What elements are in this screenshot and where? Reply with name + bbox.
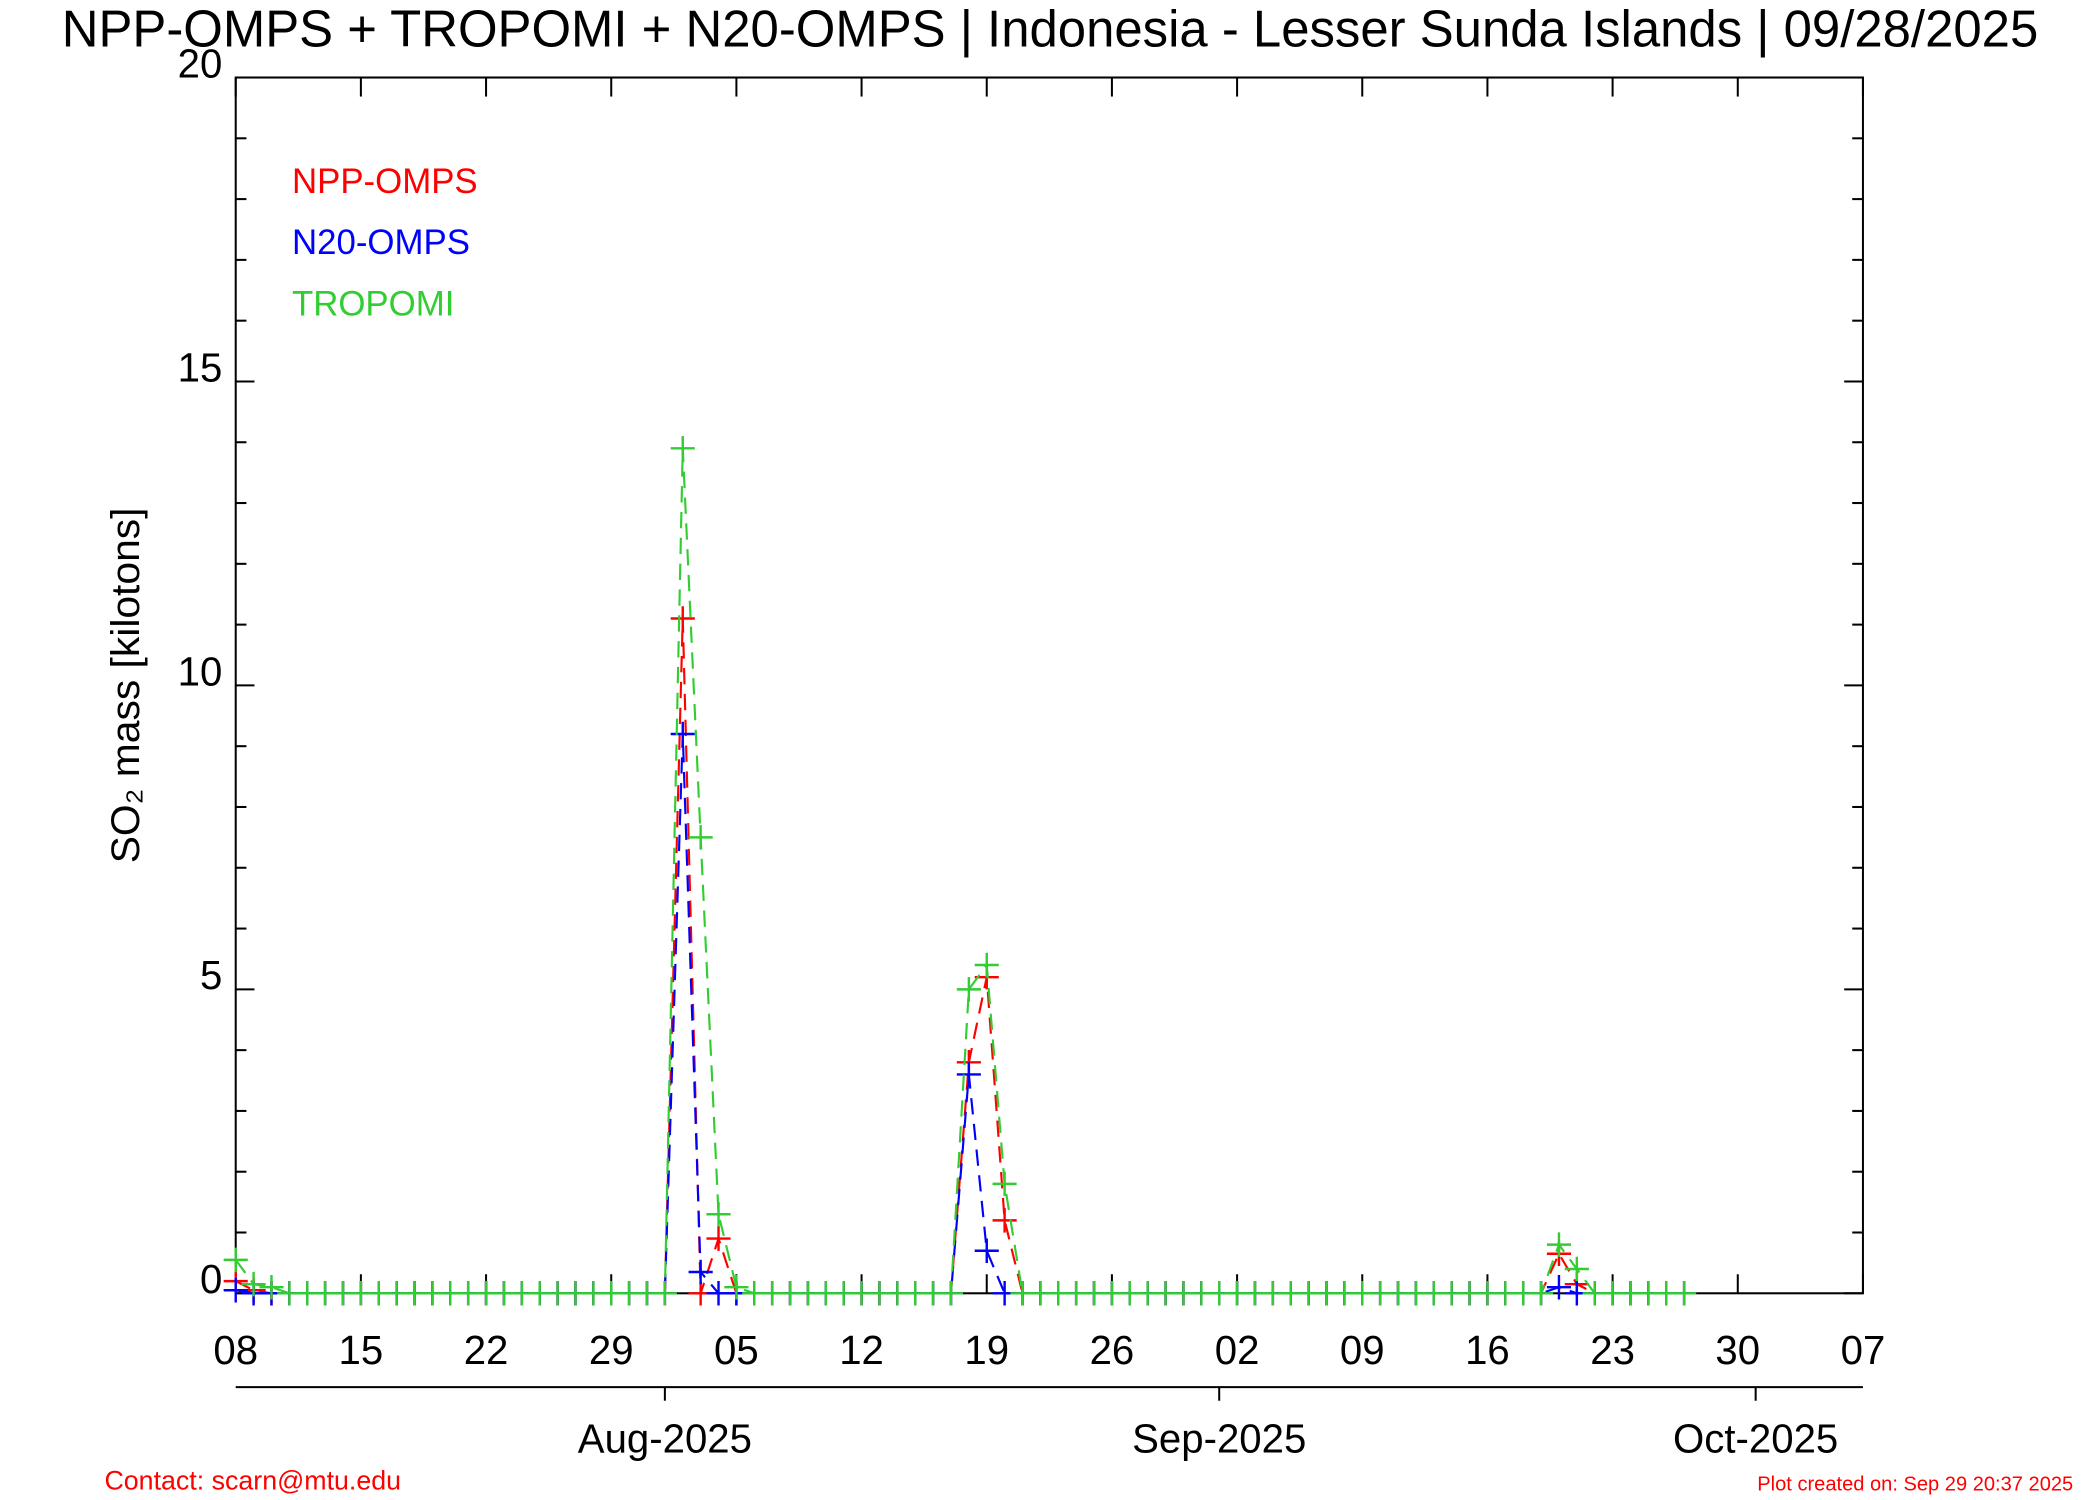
legend-entry: NPP-OMPS bbox=[292, 162, 478, 201]
x-tick-label: 15 bbox=[339, 1327, 384, 1373]
x-tick-label: 08 bbox=[213, 1327, 258, 1373]
point-marker bbox=[670, 721, 695, 747]
chart-title: NPP-OMPS + TROPOMI + N20-OMPS | Indonesi… bbox=[62, 0, 2039, 57]
point-marker bbox=[223, 1278, 248, 1303]
x-tick-label: 30 bbox=[1715, 1327, 1760, 1373]
x-tick-label: 05 bbox=[714, 1327, 759, 1373]
x-tick-label: 26 bbox=[1090, 1327, 1135, 1373]
y-tick-label: 5 bbox=[200, 952, 222, 998]
point-marker bbox=[956, 977, 981, 1002]
point-marker bbox=[670, 436, 695, 461]
legend-entry: TROPOMI bbox=[292, 284, 454, 323]
point-marker bbox=[1529, 1281, 1554, 1306]
footer-contact: Contact: scarn@mtu.edu bbox=[104, 1465, 401, 1495]
point-marker bbox=[1546, 1232, 1572, 1257]
x-tick-label: 12 bbox=[839, 1327, 884, 1373]
point-marker bbox=[938, 1281, 964, 1306]
point-marker bbox=[1546, 1274, 1572, 1300]
x-tick-label: 19 bbox=[964, 1327, 1009, 1373]
month-label: Sep-2025 bbox=[1132, 1415, 1306, 1461]
x-tick-label: 23 bbox=[1590, 1327, 1635, 1373]
point-marker bbox=[223, 1247, 248, 1273]
month-label: Aug-2025 bbox=[578, 1415, 752, 1461]
point-marker bbox=[724, 1274, 749, 1300]
x-tick-label: 29 bbox=[589, 1327, 634, 1373]
x-tick-label: 22 bbox=[464, 1327, 509, 1373]
footer-timestamp: Plot created on: Sep 29 20:37 2025 bbox=[1757, 1473, 2073, 1495]
point-marker bbox=[992, 1171, 1017, 1197]
point-marker bbox=[259, 1274, 284, 1300]
y-tick-label: 20 bbox=[178, 40, 223, 86]
point-marker bbox=[688, 1259, 713, 1285]
point-marker bbox=[652, 1281, 677, 1306]
legend-entry: N20-OMPS bbox=[292, 223, 470, 262]
point-marker bbox=[670, 606, 695, 631]
y-axis-label: SO₂ mass [kilotons] bbox=[102, 508, 148, 864]
x-tick-label: 09 bbox=[1340, 1327, 1385, 1373]
y-tick-label: 10 bbox=[178, 648, 223, 694]
x-tick-label: 16 bbox=[1465, 1327, 1510, 1373]
point-marker bbox=[1672, 1281, 1697, 1306]
point-marker bbox=[956, 1062, 981, 1087]
point-marker bbox=[241, 1271, 266, 1297]
x-tick-label: 07 bbox=[1841, 1327, 1886, 1373]
y-tick-label: 15 bbox=[178, 344, 223, 390]
point-marker bbox=[974, 1238, 999, 1263]
month-label: Oct-2025 bbox=[1673, 1415, 1838, 1461]
point-marker bbox=[992, 1208, 1017, 1233]
x-tick-label: 02 bbox=[1215, 1327, 1260, 1373]
point-marker bbox=[974, 952, 999, 978]
point-marker bbox=[706, 1226, 731, 1251]
point-marker bbox=[706, 1202, 731, 1227]
point-marker bbox=[688, 825, 713, 850]
point-marker bbox=[1564, 1256, 1589, 1282]
y-tick-label: 0 bbox=[200, 1256, 222, 1302]
